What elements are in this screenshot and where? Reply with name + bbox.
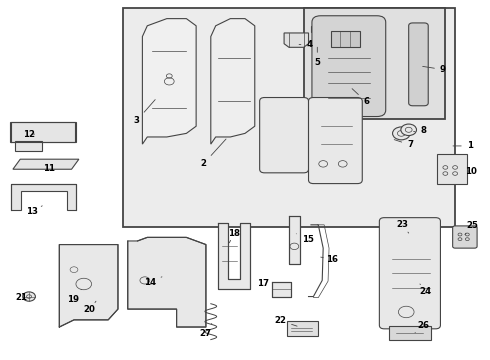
Polygon shape	[272, 282, 292, 297]
Polygon shape	[128, 237, 206, 327]
Polygon shape	[143, 19, 196, 144]
Text: 7: 7	[394, 140, 413, 149]
Text: 20: 20	[84, 301, 96, 314]
Bar	[331, 31, 360, 47]
FancyBboxPatch shape	[379, 218, 441, 329]
Polygon shape	[211, 19, 255, 144]
Text: 23: 23	[396, 220, 409, 233]
Text: 12: 12	[23, 130, 35, 139]
Bar	[389, 326, 431, 339]
Bar	[312, 26, 318, 32]
Text: 11: 11	[43, 164, 54, 173]
Text: 18: 18	[228, 229, 240, 243]
Polygon shape	[289, 216, 300, 264]
Polygon shape	[218, 223, 250, 289]
Text: 24: 24	[420, 284, 432, 296]
Text: 22: 22	[274, 316, 297, 326]
Bar	[287, 321, 318, 336]
Text: 5: 5	[315, 47, 320, 67]
Text: 16: 16	[321, 255, 338, 264]
FancyBboxPatch shape	[453, 226, 477, 248]
Polygon shape	[284, 33, 309, 47]
Text: 4: 4	[299, 40, 313, 49]
Circle shape	[392, 127, 410, 140]
Text: 2: 2	[200, 139, 226, 168]
Text: 15: 15	[296, 234, 314, 244]
Text: 8: 8	[414, 126, 426, 135]
FancyBboxPatch shape	[409, 23, 428, 106]
Bar	[437, 154, 467, 184]
Text: 26: 26	[415, 321, 429, 333]
Text: 3: 3	[134, 100, 155, 125]
FancyBboxPatch shape	[312, 16, 386, 117]
Bar	[304, 8, 445, 119]
FancyBboxPatch shape	[260, 98, 309, 173]
Text: 6: 6	[352, 89, 369, 106]
Text: 13: 13	[26, 206, 42, 216]
Text: 10: 10	[466, 167, 477, 176]
Bar	[123, 8, 455, 226]
Text: 1: 1	[453, 141, 473, 150]
Polygon shape	[59, 244, 118, 327]
Polygon shape	[13, 159, 79, 169]
Circle shape	[401, 124, 416, 135]
Bar	[10, 122, 76, 142]
Text: 19: 19	[67, 289, 81, 303]
Text: 14: 14	[144, 277, 162, 287]
Text: 21: 21	[15, 293, 27, 302]
Bar	[15, 141, 42, 151]
Text: 27: 27	[200, 323, 212, 338]
Polygon shape	[11, 184, 76, 211]
Circle shape	[23, 292, 35, 301]
FancyBboxPatch shape	[309, 98, 362, 184]
Text: 9: 9	[423, 65, 446, 74]
Text: 25: 25	[465, 221, 478, 234]
Text: 17: 17	[258, 279, 275, 288]
